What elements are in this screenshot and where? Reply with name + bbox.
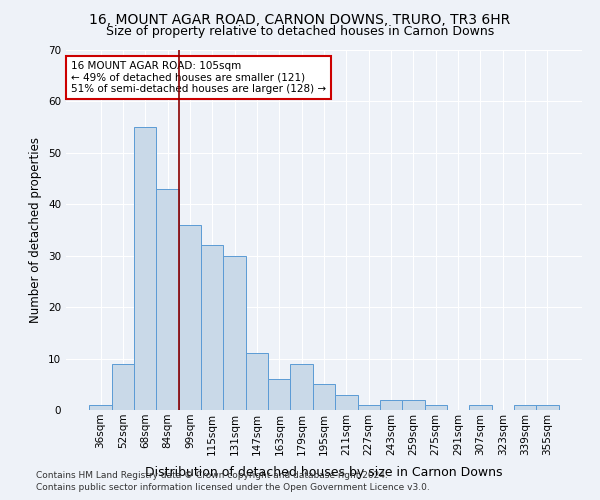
Bar (246, 354, 268, 410)
Text: 16 MOUNT AGAR ROAD: 105sqm
← 49% of detached houses are smaller (121)
51% of sem: 16 MOUNT AGAR ROAD: 105sqm ← 49% of deta… (71, 61, 326, 94)
Bar (268, 379, 290, 410)
Bar (380, 400, 402, 410)
Bar (89, 405, 112, 410)
X-axis label: Distribution of detached houses by size in Carnon Downs: Distribution of detached houses by size … (145, 466, 503, 479)
Text: Contains public sector information licensed under the Open Government Licence v3: Contains public sector information licen… (36, 484, 430, 492)
Text: Contains HM Land Registry data © Crown copyright and database right 2024.: Contains HM Land Registry data © Crown c… (36, 471, 388, 480)
Bar (223, 256, 246, 410)
Bar (290, 364, 313, 410)
Bar (313, 384, 335, 410)
Text: 16, MOUNT AGAR ROAD, CARNON DOWNS, TRURO, TR3 6HR: 16, MOUNT AGAR ROAD, CARNON DOWNS, TRURO… (89, 12, 511, 26)
Bar (358, 405, 380, 410)
Y-axis label: Number of detached properties: Number of detached properties (29, 137, 43, 323)
Bar (469, 405, 491, 410)
Bar (157, 189, 179, 410)
Bar (335, 394, 358, 410)
Text: Size of property relative to detached houses in Carnon Downs: Size of property relative to detached ho… (106, 25, 494, 38)
Bar (179, 225, 201, 410)
Bar (536, 405, 559, 410)
Bar (112, 364, 134, 410)
Bar (402, 400, 425, 410)
Bar (201, 246, 223, 410)
Bar (134, 127, 157, 410)
Bar (514, 405, 536, 410)
Bar (425, 405, 447, 410)
